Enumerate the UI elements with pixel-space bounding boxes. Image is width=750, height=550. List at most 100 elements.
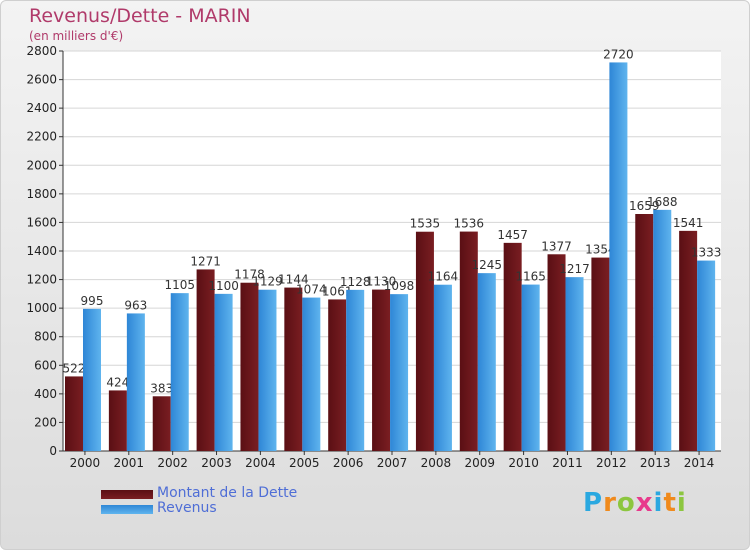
data-label-dette-2007: 1130 xyxy=(366,275,397,289)
data-label-dette-2013: 1659 xyxy=(629,199,660,213)
y-tick-label: 800 xyxy=(34,330,57,344)
bar-revenus-2002 xyxy=(170,293,189,451)
data-label-dette-2003: 1271 xyxy=(190,254,221,268)
data-label-revenus-2006: 1128 xyxy=(340,275,371,289)
x-tick-label: 2003 xyxy=(201,456,232,470)
data-label-revenus-2010: 1165 xyxy=(515,270,546,284)
y-tick-label: 400 xyxy=(34,387,57,401)
bar-revenus-2003 xyxy=(214,293,233,451)
data-label-revenus-2009: 1245 xyxy=(472,258,503,272)
bar-revenus-2009 xyxy=(477,273,496,451)
bar-dette-2009 xyxy=(459,231,478,451)
data-label-revenus-2014: 1333 xyxy=(691,246,722,260)
data-label-revenus-2008: 1164 xyxy=(428,270,459,284)
bar-revenus-2014 xyxy=(697,260,716,451)
data-label-dette-2005: 1144 xyxy=(278,273,309,287)
data-label-dette-2004: 1178 xyxy=(234,268,265,282)
data-label-dette-2002: 383 xyxy=(150,381,173,395)
logo-letter: i xyxy=(653,488,664,518)
bar-dette-2013 xyxy=(635,214,654,451)
bar-revenus-2010 xyxy=(521,284,540,451)
y-tick-label: 2200 xyxy=(26,130,57,144)
x-tick-label: 2011 xyxy=(552,456,583,470)
data-label-revenus-2013: 1688 xyxy=(647,195,678,209)
data-label-dette-2010: 1457 xyxy=(497,228,528,242)
bar-dette-2001 xyxy=(108,390,127,451)
y-tick-label: 2600 xyxy=(26,73,57,87)
bar-dette-2002 xyxy=(152,396,171,451)
x-tick-label: 2012 xyxy=(596,456,627,470)
bar-dette-2010 xyxy=(503,242,522,451)
logo-letter: t xyxy=(663,488,677,518)
logo-letter: o xyxy=(616,488,636,518)
x-tick-label: 2006 xyxy=(333,456,364,470)
x-tick-label: 2001 xyxy=(114,456,145,470)
bar-dette-2006 xyxy=(328,299,347,451)
bar-dette-2000 xyxy=(65,376,83,451)
bar-revenus-2000 xyxy=(83,308,101,451)
bar-revenus-2012 xyxy=(609,62,628,452)
data-label-revenus-2012: 2720 xyxy=(603,47,634,61)
bar-dette-2012 xyxy=(591,257,610,451)
bar-revenus-2006 xyxy=(346,289,365,451)
x-tick-label: 2000 xyxy=(70,456,101,470)
data-label-dette-2006: 1061 xyxy=(322,284,353,298)
bar-revenus-2001 xyxy=(126,313,145,451)
bar-revenus-2008 xyxy=(433,284,452,451)
y-tick-label: 2000 xyxy=(26,158,57,172)
bar-revenus-2007 xyxy=(390,294,409,451)
bar-dette-2014 xyxy=(679,230,698,451)
bar-revenus-2004 xyxy=(258,289,277,451)
bar-dette-2008 xyxy=(415,231,434,451)
y-tick-label: 200 xyxy=(34,415,57,429)
data-label-dette-2009: 1536 xyxy=(454,217,485,231)
x-tick-label: 2013 xyxy=(640,456,671,470)
bar-dette-2007 xyxy=(372,289,391,451)
chart-subtitle: (en milliers d'€) xyxy=(29,29,124,43)
bar-revenus-2005 xyxy=(302,297,321,451)
data-label-dette-2012: 1354 xyxy=(585,243,616,257)
y-tick-label: 1800 xyxy=(26,187,57,201)
logo-letter: P xyxy=(583,488,604,518)
legend-swatch-dette xyxy=(101,490,153,499)
x-tick-label: 2009 xyxy=(464,456,495,470)
data-label-dette-2000: 522 xyxy=(63,361,86,375)
bar-dette-2011 xyxy=(547,254,566,451)
x-tick-label: 2007 xyxy=(377,456,408,470)
data-label-dette-2001: 424 xyxy=(106,375,129,389)
chart-title: Revenus/Dette - MARIN xyxy=(29,5,251,27)
logo-letter: i xyxy=(676,488,687,518)
data-label-revenus-2007: 1098 xyxy=(384,279,415,293)
bar-revenus-2013 xyxy=(653,209,672,451)
legend-label-dette: Montant de la Dette xyxy=(157,485,298,501)
x-tick-label: 2004 xyxy=(245,456,276,470)
legend-swatch-revenus xyxy=(101,505,153,514)
data-label-revenus-2003: 1100 xyxy=(208,279,239,293)
y-tick-label: 2800 xyxy=(26,44,57,58)
y-tick-label: 600 xyxy=(34,358,57,372)
y-tick-label: 2400 xyxy=(26,101,57,115)
y-tick-label: 1200 xyxy=(26,273,57,287)
bar-dette-2003 xyxy=(196,269,215,451)
bar-dette-2004 xyxy=(240,282,259,451)
proxiti-logo: Proxiti xyxy=(583,488,687,518)
data-label-revenus-2011: 1217 xyxy=(559,262,590,276)
y-tick-label: 1000 xyxy=(26,301,57,315)
data-label-revenus-2005: 1074 xyxy=(296,283,327,297)
data-label-dette-2014: 1541 xyxy=(673,216,704,230)
x-tick-label: 2010 xyxy=(508,456,539,470)
x-tick-label: 2008 xyxy=(421,456,452,470)
y-tick-label: 1400 xyxy=(26,244,57,258)
x-tick-label: 2005 xyxy=(289,456,320,470)
data-label-revenus-2002: 1105 xyxy=(164,278,195,292)
data-label-revenus-2000: 995 xyxy=(81,294,104,308)
logo-letter: x xyxy=(635,488,654,518)
bar-revenus-2011 xyxy=(565,277,584,451)
x-tick-label: 2014 xyxy=(684,456,715,470)
data-label-dette-2008: 1535 xyxy=(410,217,441,231)
bar-dette-2005 xyxy=(284,287,303,451)
y-tick-label: 1600 xyxy=(26,215,57,229)
legend-label-revenus: Revenus xyxy=(157,500,217,516)
